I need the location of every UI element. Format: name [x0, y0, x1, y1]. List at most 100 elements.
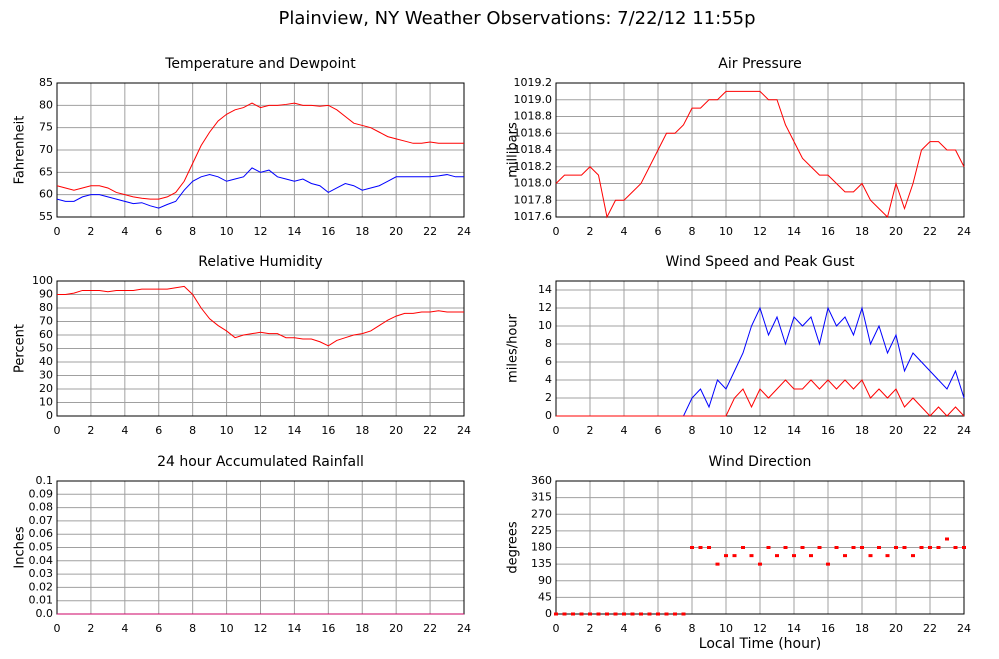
- x-tick-label: 6: [655, 622, 662, 635]
- x-tick-label: 2: [87, 622, 94, 635]
- x-tick-label: 10: [220, 622, 234, 635]
- x-tick-label: 10: [719, 225, 733, 238]
- data-point: [826, 562, 830, 566]
- x-tick-label: 24: [457, 622, 471, 635]
- data-point: [732, 554, 737, 558]
- data-point: [681, 612, 686, 616]
- x-tick-label: 6: [155, 225, 162, 238]
- x-tick-label: 2: [87, 225, 94, 238]
- x-tick-label: 12: [753, 225, 767, 238]
- y-tick-label: 50: [39, 342, 53, 355]
- data-point: [554, 612, 558, 616]
- x-tick-label: 12: [254, 622, 268, 635]
- y-tick-label: 4: [545, 373, 552, 386]
- y-tick-label: 85: [39, 76, 53, 89]
- y-tick-label: 1019.2: [514, 76, 553, 89]
- x-tick-label: 10: [220, 424, 234, 437]
- data-point: [894, 546, 898, 549]
- data-point: [605, 612, 609, 616]
- data-point: [851, 546, 856, 549]
- plot-frame: [56, 280, 465, 417]
- x-tick-label: 10: [719, 622, 733, 635]
- data-point: [902, 546, 907, 549]
- data-point: [741, 546, 745, 549]
- x-tick-label: 10: [719, 424, 733, 437]
- y-tick-label: 70: [39, 143, 53, 156]
- x-tick-label: 6: [655, 424, 662, 437]
- y-tick-label: 75: [39, 121, 53, 134]
- data-point: [639, 612, 643, 616]
- data-point: [766, 546, 771, 549]
- x-tick-label: 0: [553, 424, 560, 437]
- y-tick-label: 30: [39, 369, 53, 382]
- data-point: [911, 554, 915, 558]
- x-tick-label: 12: [753, 622, 767, 635]
- x-tick-label: 22: [923, 622, 937, 635]
- data-point: [758, 562, 762, 566]
- x-tick-label: 0: [54, 622, 61, 635]
- y-tick-label: 90: [538, 574, 552, 587]
- data-point: [613, 612, 618, 616]
- data-point: [664, 612, 669, 616]
- y-tick-label: 0.03: [29, 567, 54, 580]
- y-tick-label: 60: [39, 328, 53, 341]
- data-point: [673, 612, 677, 616]
- x-tick-label: 22: [923, 424, 937, 437]
- x-tick-label: 8: [189, 622, 196, 635]
- data-point: [936, 546, 941, 549]
- y-tick-label: 70: [39, 315, 53, 328]
- data-point: [834, 546, 839, 549]
- y-tick-label: 1019.0: [514, 93, 553, 106]
- plot-frame: [555, 82, 965, 218]
- y-tick-label: 180: [531, 541, 552, 554]
- page-title: Plainview, NY Weather Observations: 7/22…: [278, 8, 755, 29]
- x-tick-label: 18: [855, 622, 869, 635]
- data-line: [556, 379, 965, 417]
- data-point: [792, 554, 796, 558]
- data-point: [715, 562, 720, 566]
- x-tick-label: 4: [121, 424, 128, 437]
- x-tick-label: 0: [54, 424, 61, 437]
- data-point: [749, 554, 754, 558]
- data-point: [800, 546, 805, 549]
- data-point: [562, 612, 567, 616]
- y-tick-label: 0.04: [29, 554, 54, 567]
- x-tick-label: 24: [957, 225, 971, 238]
- y-tick-label: 0.07: [29, 514, 54, 527]
- x-tick-label: 16: [821, 622, 835, 635]
- data-point: [596, 612, 601, 616]
- x-tick-label: 0: [54, 225, 61, 238]
- x-tick-label: 20: [889, 424, 903, 437]
- x-tick-label: 6: [155, 424, 162, 437]
- x-tick-label: 24: [457, 424, 471, 437]
- data-point: [571, 612, 575, 616]
- y-tick-label: 0.09: [29, 487, 54, 500]
- data-point: [622, 612, 626, 616]
- x-tick-label: 14: [787, 225, 801, 238]
- data-point: [860, 546, 864, 549]
- panel-title: Wind Speed and Peak Gust: [666, 254, 855, 270]
- y-tick-label: 1018.0: [514, 177, 553, 190]
- y-tick-label: 1017.8: [514, 193, 553, 206]
- x-tick-label: 6: [655, 225, 662, 238]
- x-tick-label: 2: [87, 424, 94, 437]
- data-point: [962, 546, 966, 549]
- data-point: [868, 554, 873, 558]
- y-tick-label: 2: [545, 391, 552, 404]
- y-tick-label: 40: [39, 355, 53, 368]
- x-tick-label: 6: [155, 622, 162, 635]
- x-tick-label: 18: [855, 225, 869, 238]
- data-point: [843, 554, 847, 558]
- x-tick-label: 12: [753, 424, 767, 437]
- x-tick-label: 24: [957, 622, 971, 635]
- y-axis-label: miles/hour: [506, 313, 521, 382]
- x-tick-label: 0: [553, 622, 560, 635]
- data-line: [555, 90, 965, 219]
- x-tick-label: 24: [957, 424, 971, 437]
- x-tick-label: 8: [189, 424, 196, 437]
- y-tick-label: 0.05: [29, 541, 54, 554]
- y-tick-label: 20: [39, 382, 53, 395]
- y-tick-label: 12: [538, 301, 552, 314]
- data-point: [809, 554, 813, 558]
- data-point: [588, 612, 592, 616]
